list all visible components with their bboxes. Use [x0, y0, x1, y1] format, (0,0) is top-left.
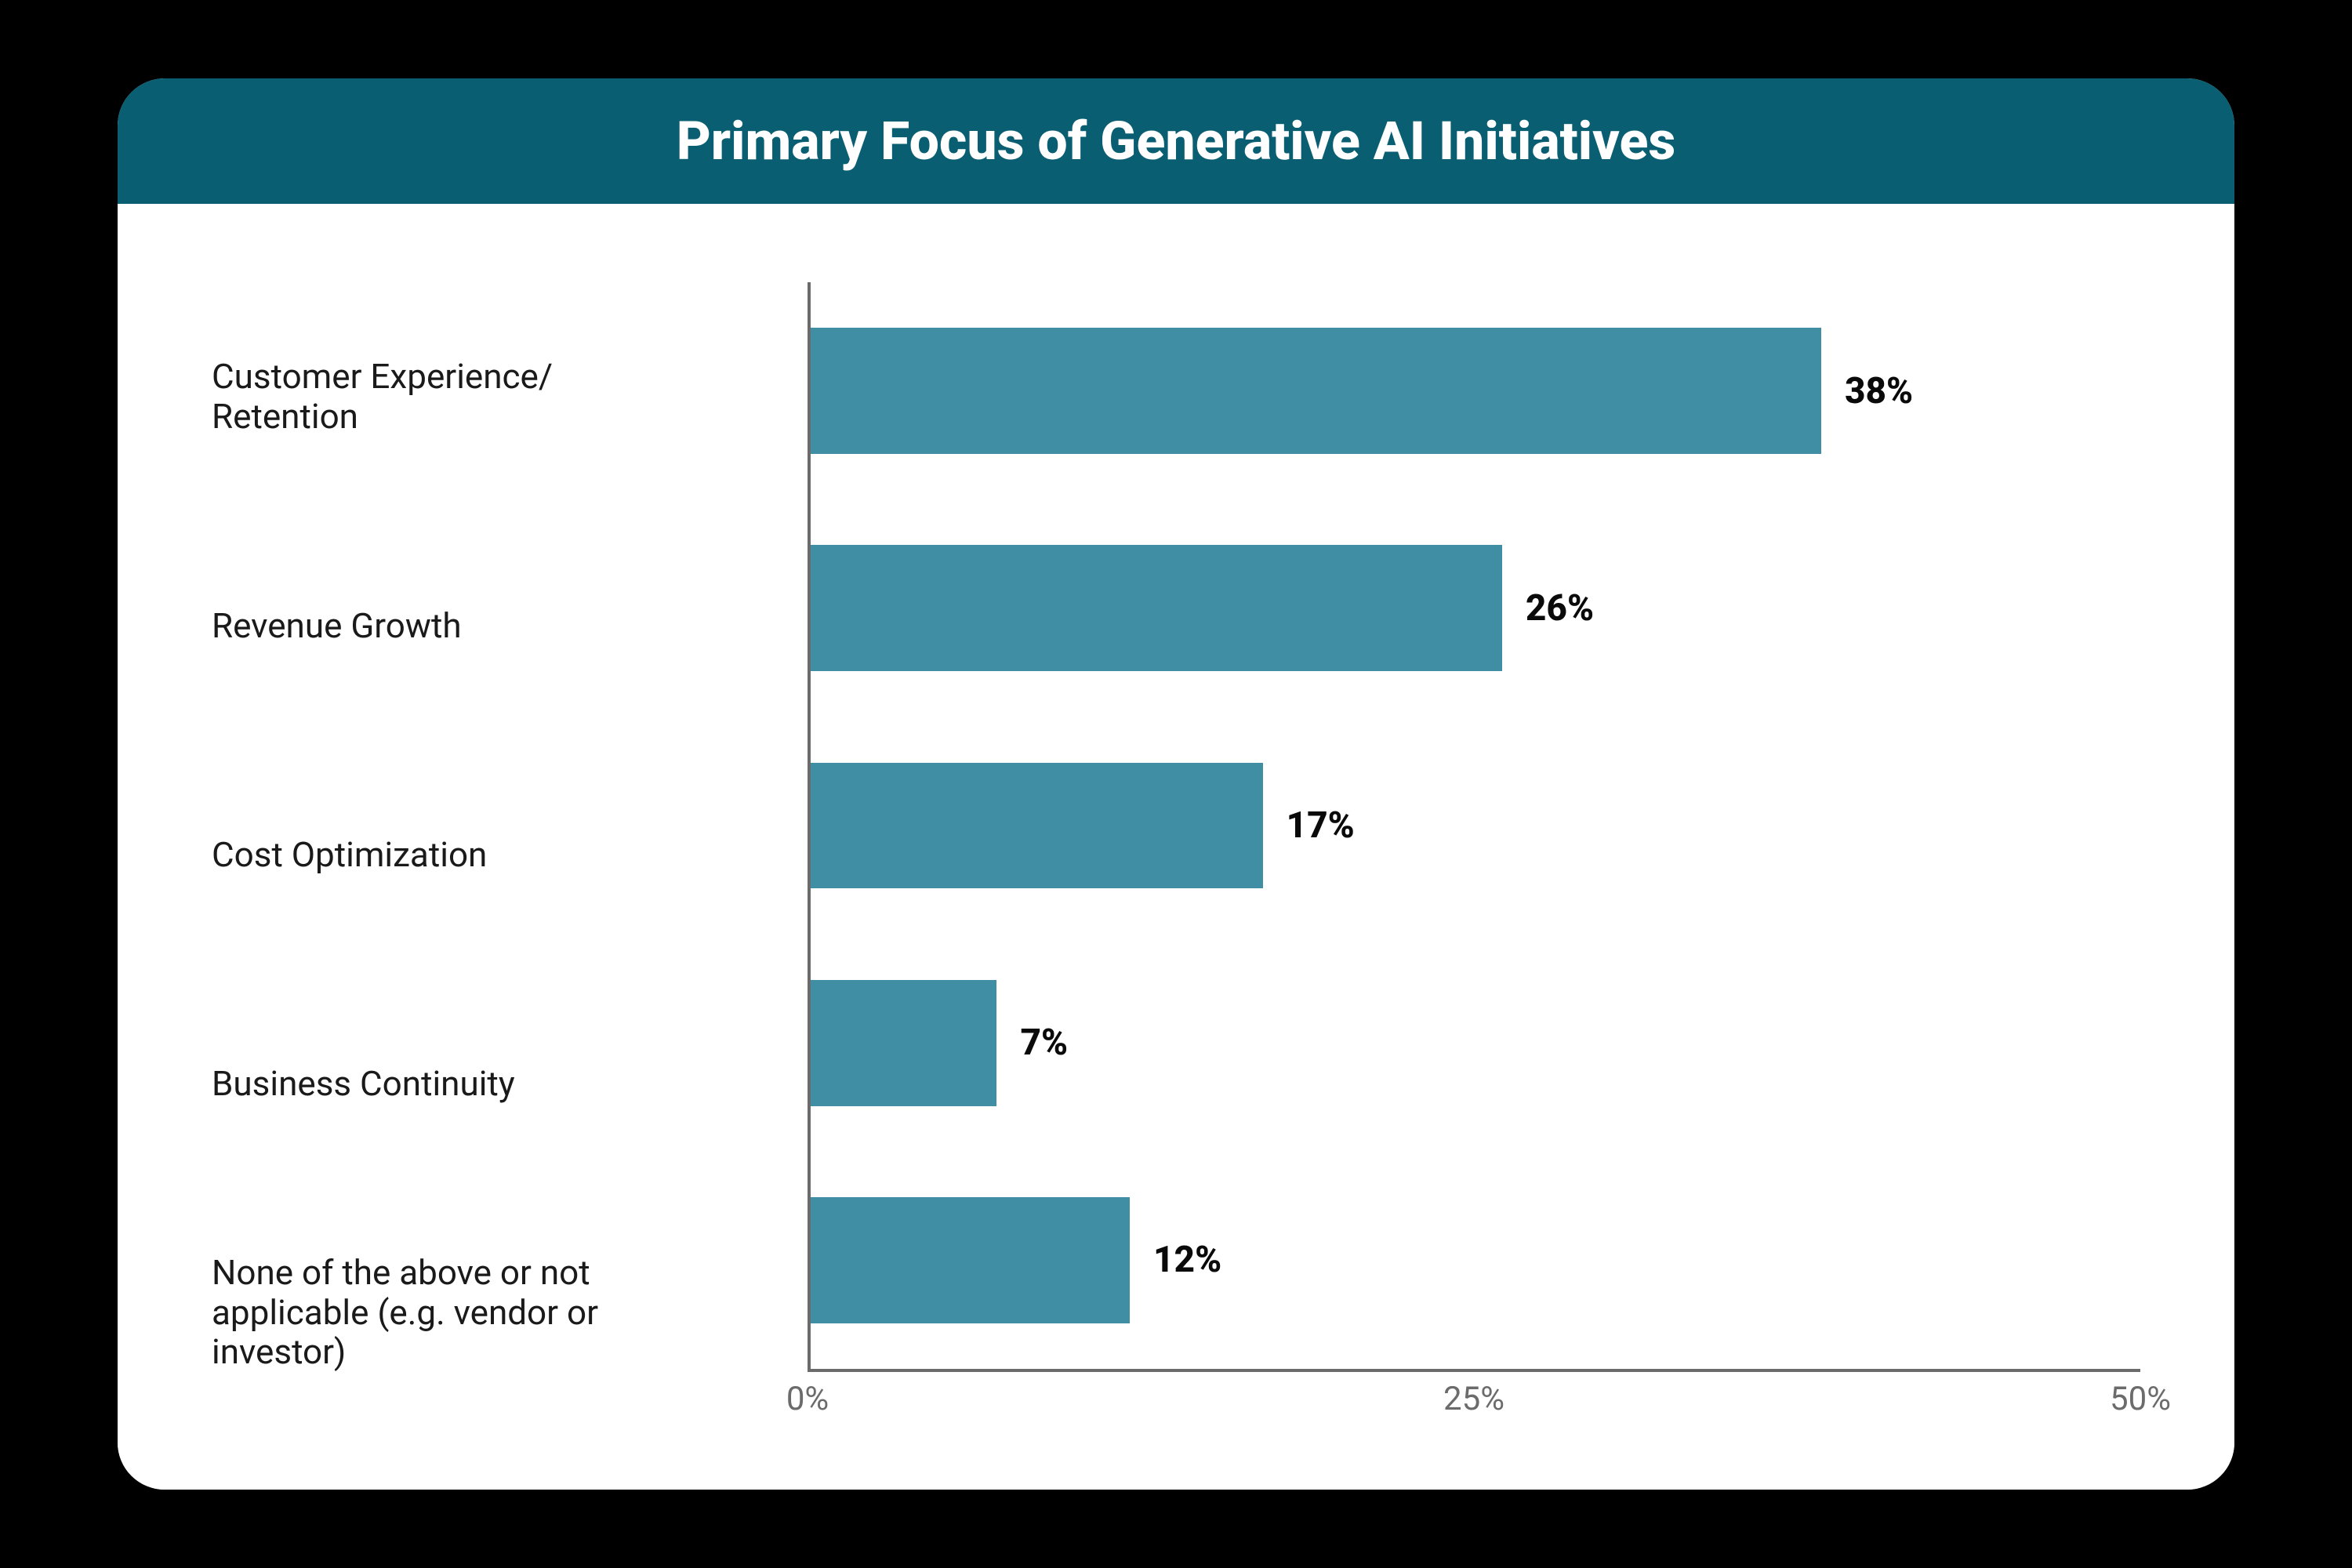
x-tick: 25% [1443, 1380, 1504, 1418]
plot-column: 38% 26% 17% 7% [808, 282, 2140, 1427]
bar-row: 26% [811, 499, 2140, 717]
bar-value: 38% [1845, 370, 1913, 412]
bar-label: None of the above or notapplicable (e.g.… [212, 1198, 792, 1427]
x-tick: 50% [2110, 1380, 2171, 1418]
y-axis-labels: Customer Experience/Retention Revenue Gr… [212, 282, 808, 1427]
chart-body: Customer Experience/Retention Revenue Gr… [118, 204, 2234, 1490]
bar-row: 12% [811, 1152, 2140, 1369]
x-axis: 0% 25% 50% [808, 1372, 2140, 1427]
bar-value: 7% [1020, 1022, 1068, 1064]
chart-card: Primary Focus of Generative AI Initiativ… [118, 78, 2234, 1490]
plot-area: 38% 26% 17% 7% [808, 282, 2140, 1372]
bar-value: 12% [1153, 1239, 1221, 1281]
bar-label: Cost Optimization [212, 740, 792, 969]
bar-value: 26% [1526, 587, 1594, 630]
chart-title: Primary Focus of Generative AI Initiativ… [118, 78, 2234, 204]
bar-value: 17% [1287, 804, 1355, 847]
bar-row: 7% [811, 935, 2140, 1152]
bar [811, 1197, 1130, 1323]
bar-label: Revenue Growth [212, 511, 792, 740]
bar-row: 38% [811, 282, 2140, 499]
bar [811, 545, 1502, 671]
bar-label: Business Continuity [212, 969, 792, 1198]
bar-row: 17% [811, 717, 2140, 934]
bar [811, 328, 1821, 454]
x-tick: 0% [786, 1380, 829, 1418]
bar-label: Customer Experience/Retention [212, 282, 792, 511]
chart-area: Customer Experience/Retention Revenue Gr… [212, 282, 2140, 1427]
bar [811, 980, 996, 1106]
bar [811, 763, 1263, 889]
